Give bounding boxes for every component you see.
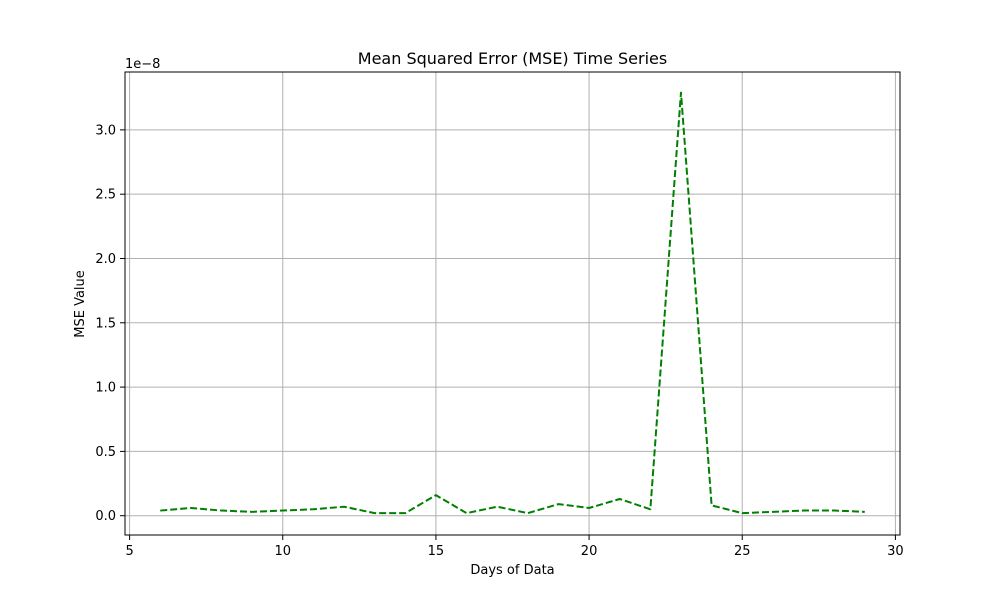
plot-frame <box>124 71 901 536</box>
x-tick-label: 5 <box>125 544 133 559</box>
x-tick-label: 20 <box>581 544 598 559</box>
x-tick-label: 10 <box>274 544 291 559</box>
y-tick-label: 0.0 <box>95 509 116 524</box>
y-tick-label: 1.5 <box>95 316 116 331</box>
axis-ticks: 5 10 15 20 25 30 0.0 0.5 1.0 1.5 2.0 2.5 3.0 <box>95 123 903 559</box>
x-tick-label: 30 <box>887 544 904 559</box>
series-line <box>160 91 865 515</box>
y-tick-label: 3.0 <box>95 123 116 138</box>
x-axis-label: Days of Data <box>470 563 554 578</box>
y-axis-label: MSE Value <box>73 270 88 338</box>
y-axis-offset-label: 1e−8 <box>125 57 160 72</box>
y-tick-label: 1.0 <box>95 381 116 396</box>
y-tick-label: 0.5 <box>95 445 116 460</box>
y-tick-label: 2.5 <box>95 188 116 203</box>
grid-lines <box>125 72 900 535</box>
series-layer <box>160 91 865 515</box>
x-tick-label: 15 <box>428 544 445 559</box>
x-tick-label: 25 <box>734 544 751 559</box>
chart-title: Mean Squared Error (MSE) Time Series <box>358 49 667 68</box>
y-tick-label: 2.0 <box>95 252 116 267</box>
